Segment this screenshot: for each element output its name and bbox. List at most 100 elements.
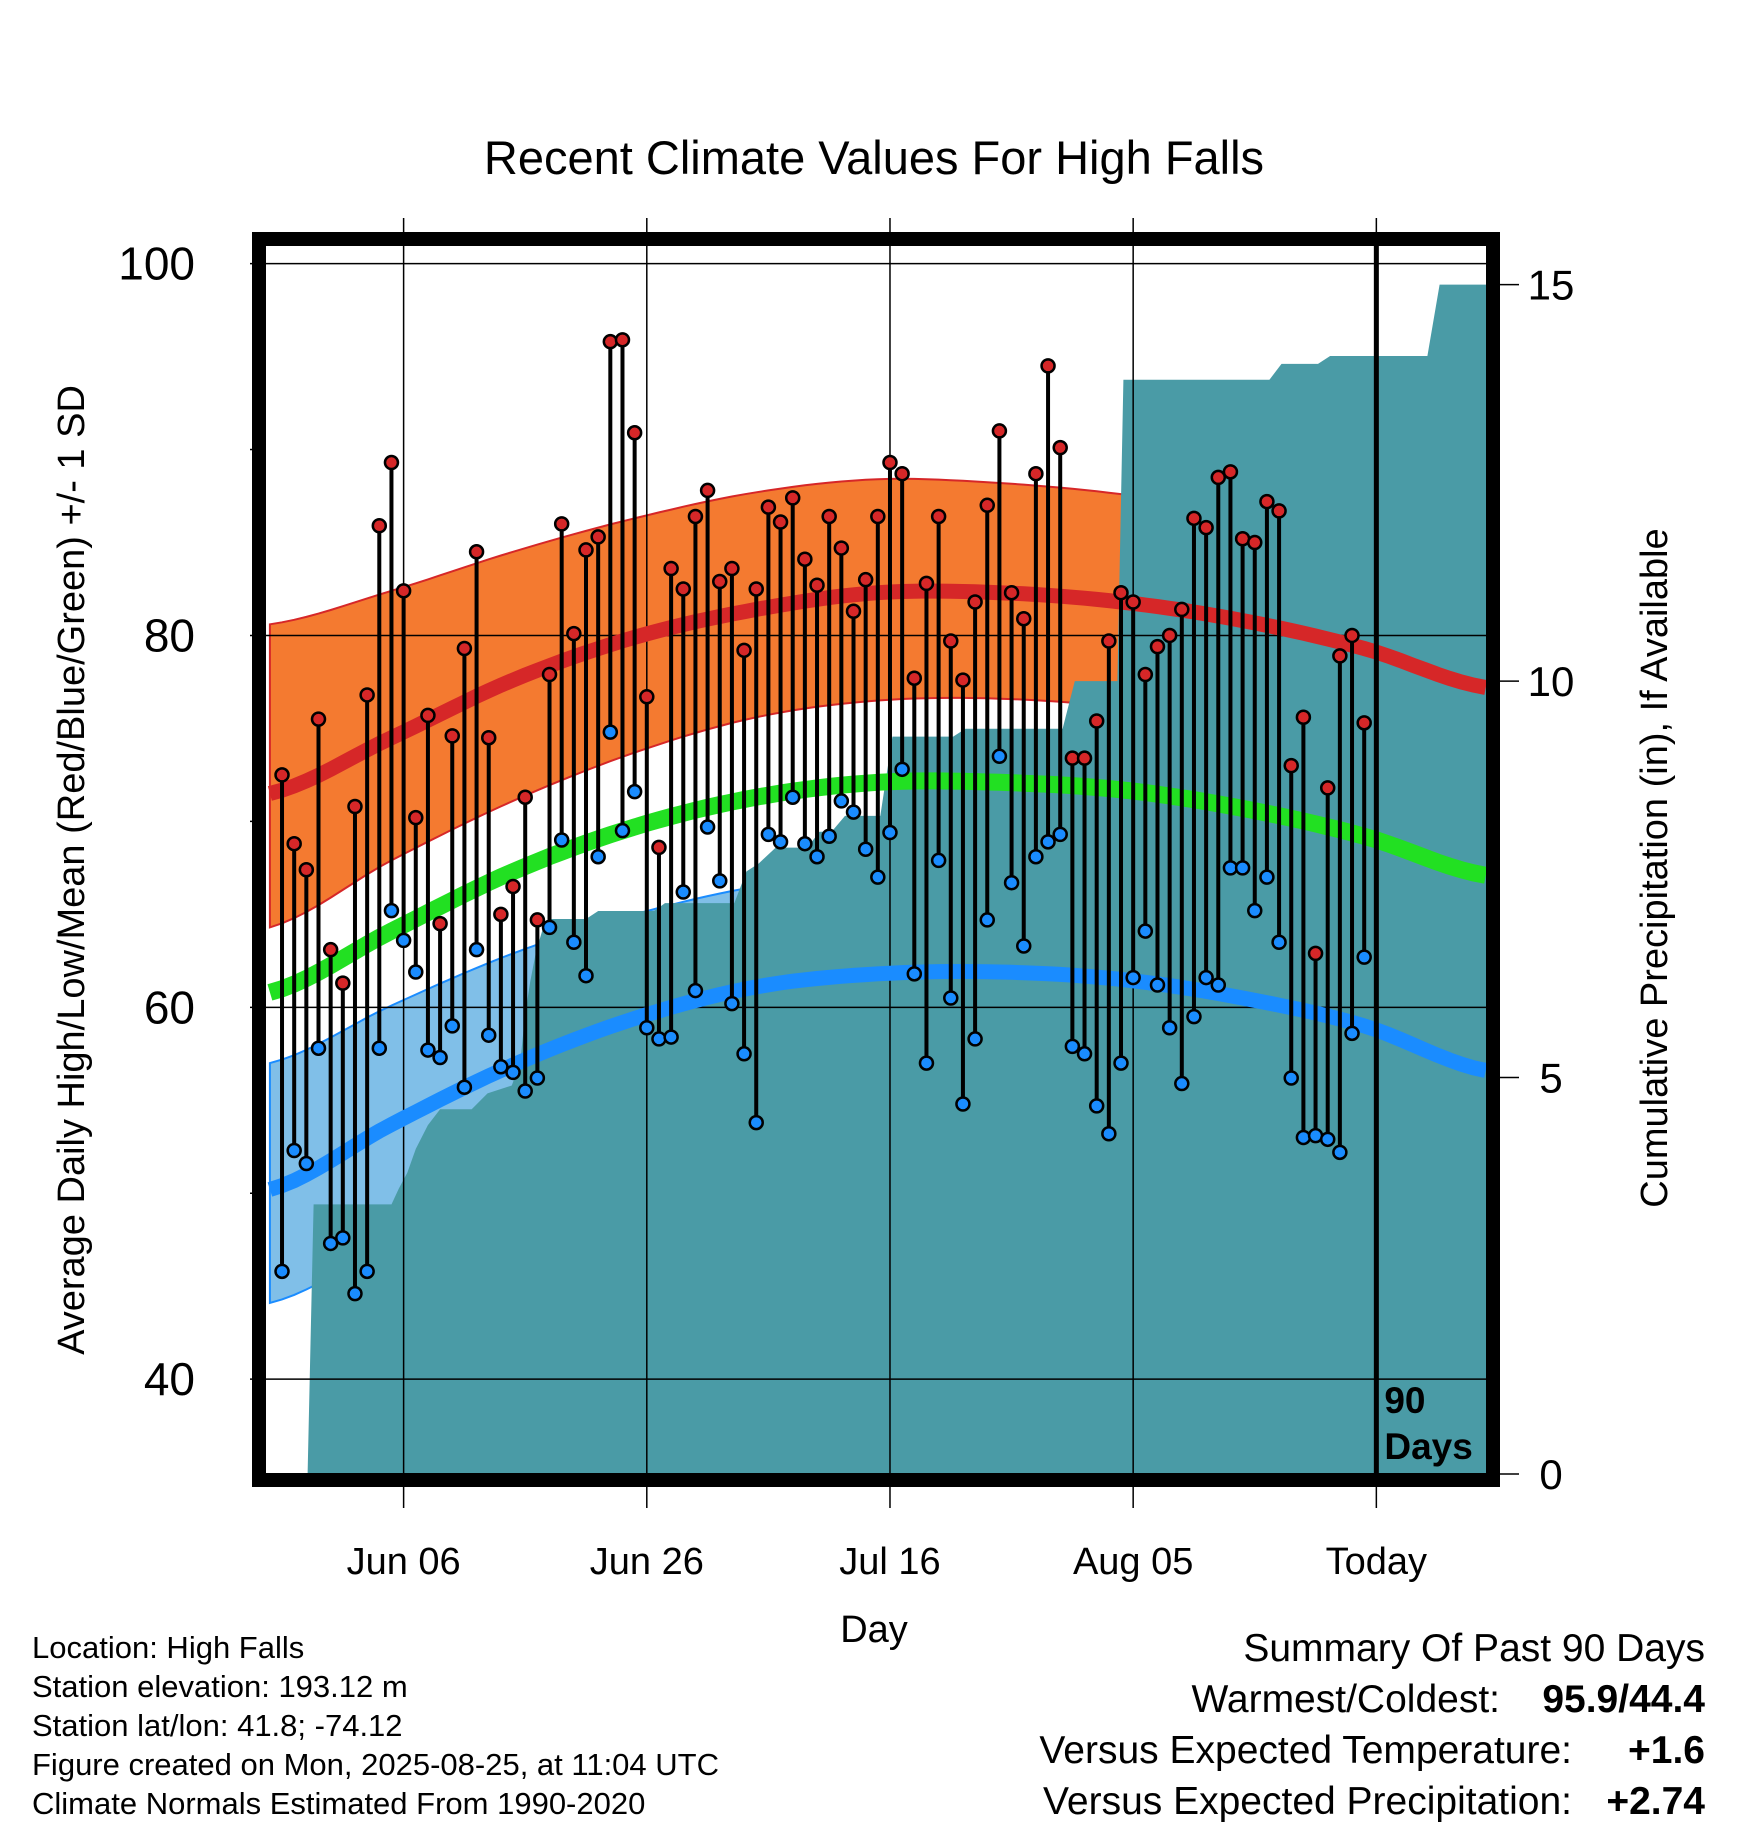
- daily-low-point: [432, 1049, 448, 1066]
- daily-low-point: [1076, 1046, 1093, 1062]
- summary-temp-value: +1.6: [1628, 1729, 1705, 1772]
- daily-high-point: [1015, 610, 1032, 627]
- daily-low-point: [991, 748, 1008, 765]
- daily-high-point: [870, 508, 886, 525]
- daily-high-point: [1247, 534, 1263, 551]
- daily-high-point: [772, 514, 789, 530]
- daily-low-point: [1137, 923, 1154, 939]
- info-created: Figure created on Mon, 2025-08-25, at 11…: [32, 1747, 719, 1782]
- daily-high-point: [347, 798, 363, 815]
- daily-high-point: [274, 767, 290, 783]
- summary-precip-value: +2.74: [1606, 1780, 1705, 1823]
- daily-high-point: [1125, 594, 1141, 610]
- y-left-tick-label: 60: [144, 981, 195, 1033]
- daily-stems: [280, 339, 1367, 1294]
- daily-high-point: [408, 809, 424, 826]
- daily-low-point: [517, 1083, 533, 1099]
- daily-low-point: [566, 934, 582, 950]
- daily-low-point: [626, 783, 643, 800]
- daily-low-point: [1052, 826, 1068, 843]
- y-right-tick-label: 15: [1528, 262, 1575, 309]
- daily-high-point: [359, 687, 375, 703]
- daily-low-point: [1344, 1025, 1360, 1042]
- daily-high-point: [383, 454, 400, 471]
- daily-high-point: [1307, 945, 1324, 962]
- daily-low-point: [1332, 1144, 1348, 1161]
- daily-high-point: [651, 839, 667, 856]
- daily-low-point: [955, 1096, 971, 1112]
- daily-low-point: [359, 1263, 375, 1280]
- info-elevation: Station elevation: 193.12 m: [32, 1669, 408, 1704]
- daily-low-point: [857, 841, 874, 858]
- daily-low-point: [870, 869, 886, 885]
- daily-high-point: [748, 581, 764, 597]
- daily-high-point: [517, 789, 533, 805]
- daily-high-point: [1137, 666, 1154, 683]
- x-tick-label: Today: [1326, 1541, 1427, 1583]
- daily-low-point: [335, 1230, 351, 1246]
- daily-high-point: [699, 482, 716, 499]
- daily-low-point: [505, 1064, 521, 1081]
- summary-panel: Summary Of Past 90 Days Warmest/Coldest:…: [1039, 1627, 1705, 1823]
- axes: Jun 06 Jun 26 Jul 16 Aug 05 Today 40 60 80 100 0 5…: [118, 232, 1575, 1583]
- daily-high-point: [1356, 715, 1372, 731]
- daily-high-point: [1186, 510, 1202, 527]
- daily-high-point: [724, 560, 740, 577]
- daily-high-point: [639, 689, 655, 705]
- daily-high-point: [432, 915, 448, 932]
- daily-high-point: [1344, 627, 1360, 644]
- daily-low-point: [1174, 1075, 1190, 1092]
- daily-high-point: [456, 640, 473, 657]
- daily-high-point: [797, 551, 813, 567]
- y-left-tick-label: 40: [144, 1353, 195, 1405]
- daily-high-point: [590, 529, 606, 545]
- daily-high-point: [760, 499, 777, 515]
- daily-high-point: [420, 707, 436, 724]
- daily-low-point: [286, 1142, 302, 1159]
- daily-low-point: [797, 835, 813, 852]
- daily-high-point: [1259, 493, 1275, 510]
- daily-high-point: [566, 625, 582, 642]
- daily-high-point: [1076, 750, 1093, 766]
- daily-low-point: [274, 1263, 290, 1280]
- daily-high-point: [882, 454, 898, 471]
- daily-low-point: [1234, 860, 1251, 876]
- chart-title: Recent Climate Values For High Falls: [484, 131, 1264, 184]
- daily-low-point: [1028, 848, 1044, 865]
- y-axis-left-label: Average Daily High/Low/Mean (Red/Blue/Gr…: [51, 385, 93, 1355]
- daily-high-point: [529, 912, 546, 928]
- daily-high-point: [1113, 584, 1129, 601]
- daily-high-point: [578, 542, 594, 558]
- daily-high-point: [1052, 439, 1068, 456]
- daily-low-point: [1125, 969, 1141, 986]
- x-tick-label: Aug 05: [1073, 1541, 1193, 1583]
- plot-frame: [252, 232, 1500, 1487]
- daily-high-point: [371, 518, 388, 534]
- station-info: Location: High Falls Station elevation: …: [32, 1630, 719, 1821]
- daily-high-point: [1174, 601, 1190, 618]
- daily-high-point: [1088, 713, 1105, 729]
- daily-low-point: [712, 873, 728, 889]
- daily-low-point: [724, 995, 740, 1012]
- daily-low-point: [590, 848, 606, 865]
- daily-low-point: [1259, 869, 1275, 885]
- daily-low-point: [456, 1079, 473, 1096]
- daily-high-point: [286, 835, 302, 852]
- daily-low-point: [906, 966, 923, 982]
- daily-high-point: [505, 878, 521, 895]
- daily-high-point: [675, 581, 692, 597]
- daily-high-point: [1319, 780, 1336, 796]
- daily-low-point: [310, 1040, 327, 1056]
- daily-high-point: [736, 642, 752, 659]
- daily-high-point: [663, 560, 679, 577]
- daily-low-point: [371, 1040, 388, 1056]
- daily-low-point: [784, 789, 801, 805]
- daily-high-point: [833, 540, 850, 556]
- x-tick-label: Jul 16: [839, 1541, 940, 1583]
- daily-high-point: [468, 544, 485, 560]
- daily-low-point: [1015, 938, 1032, 954]
- daily-low-point: [845, 804, 862, 820]
- y-left-tick-label: 100: [118, 238, 195, 290]
- daily-low-point: [614, 822, 631, 839]
